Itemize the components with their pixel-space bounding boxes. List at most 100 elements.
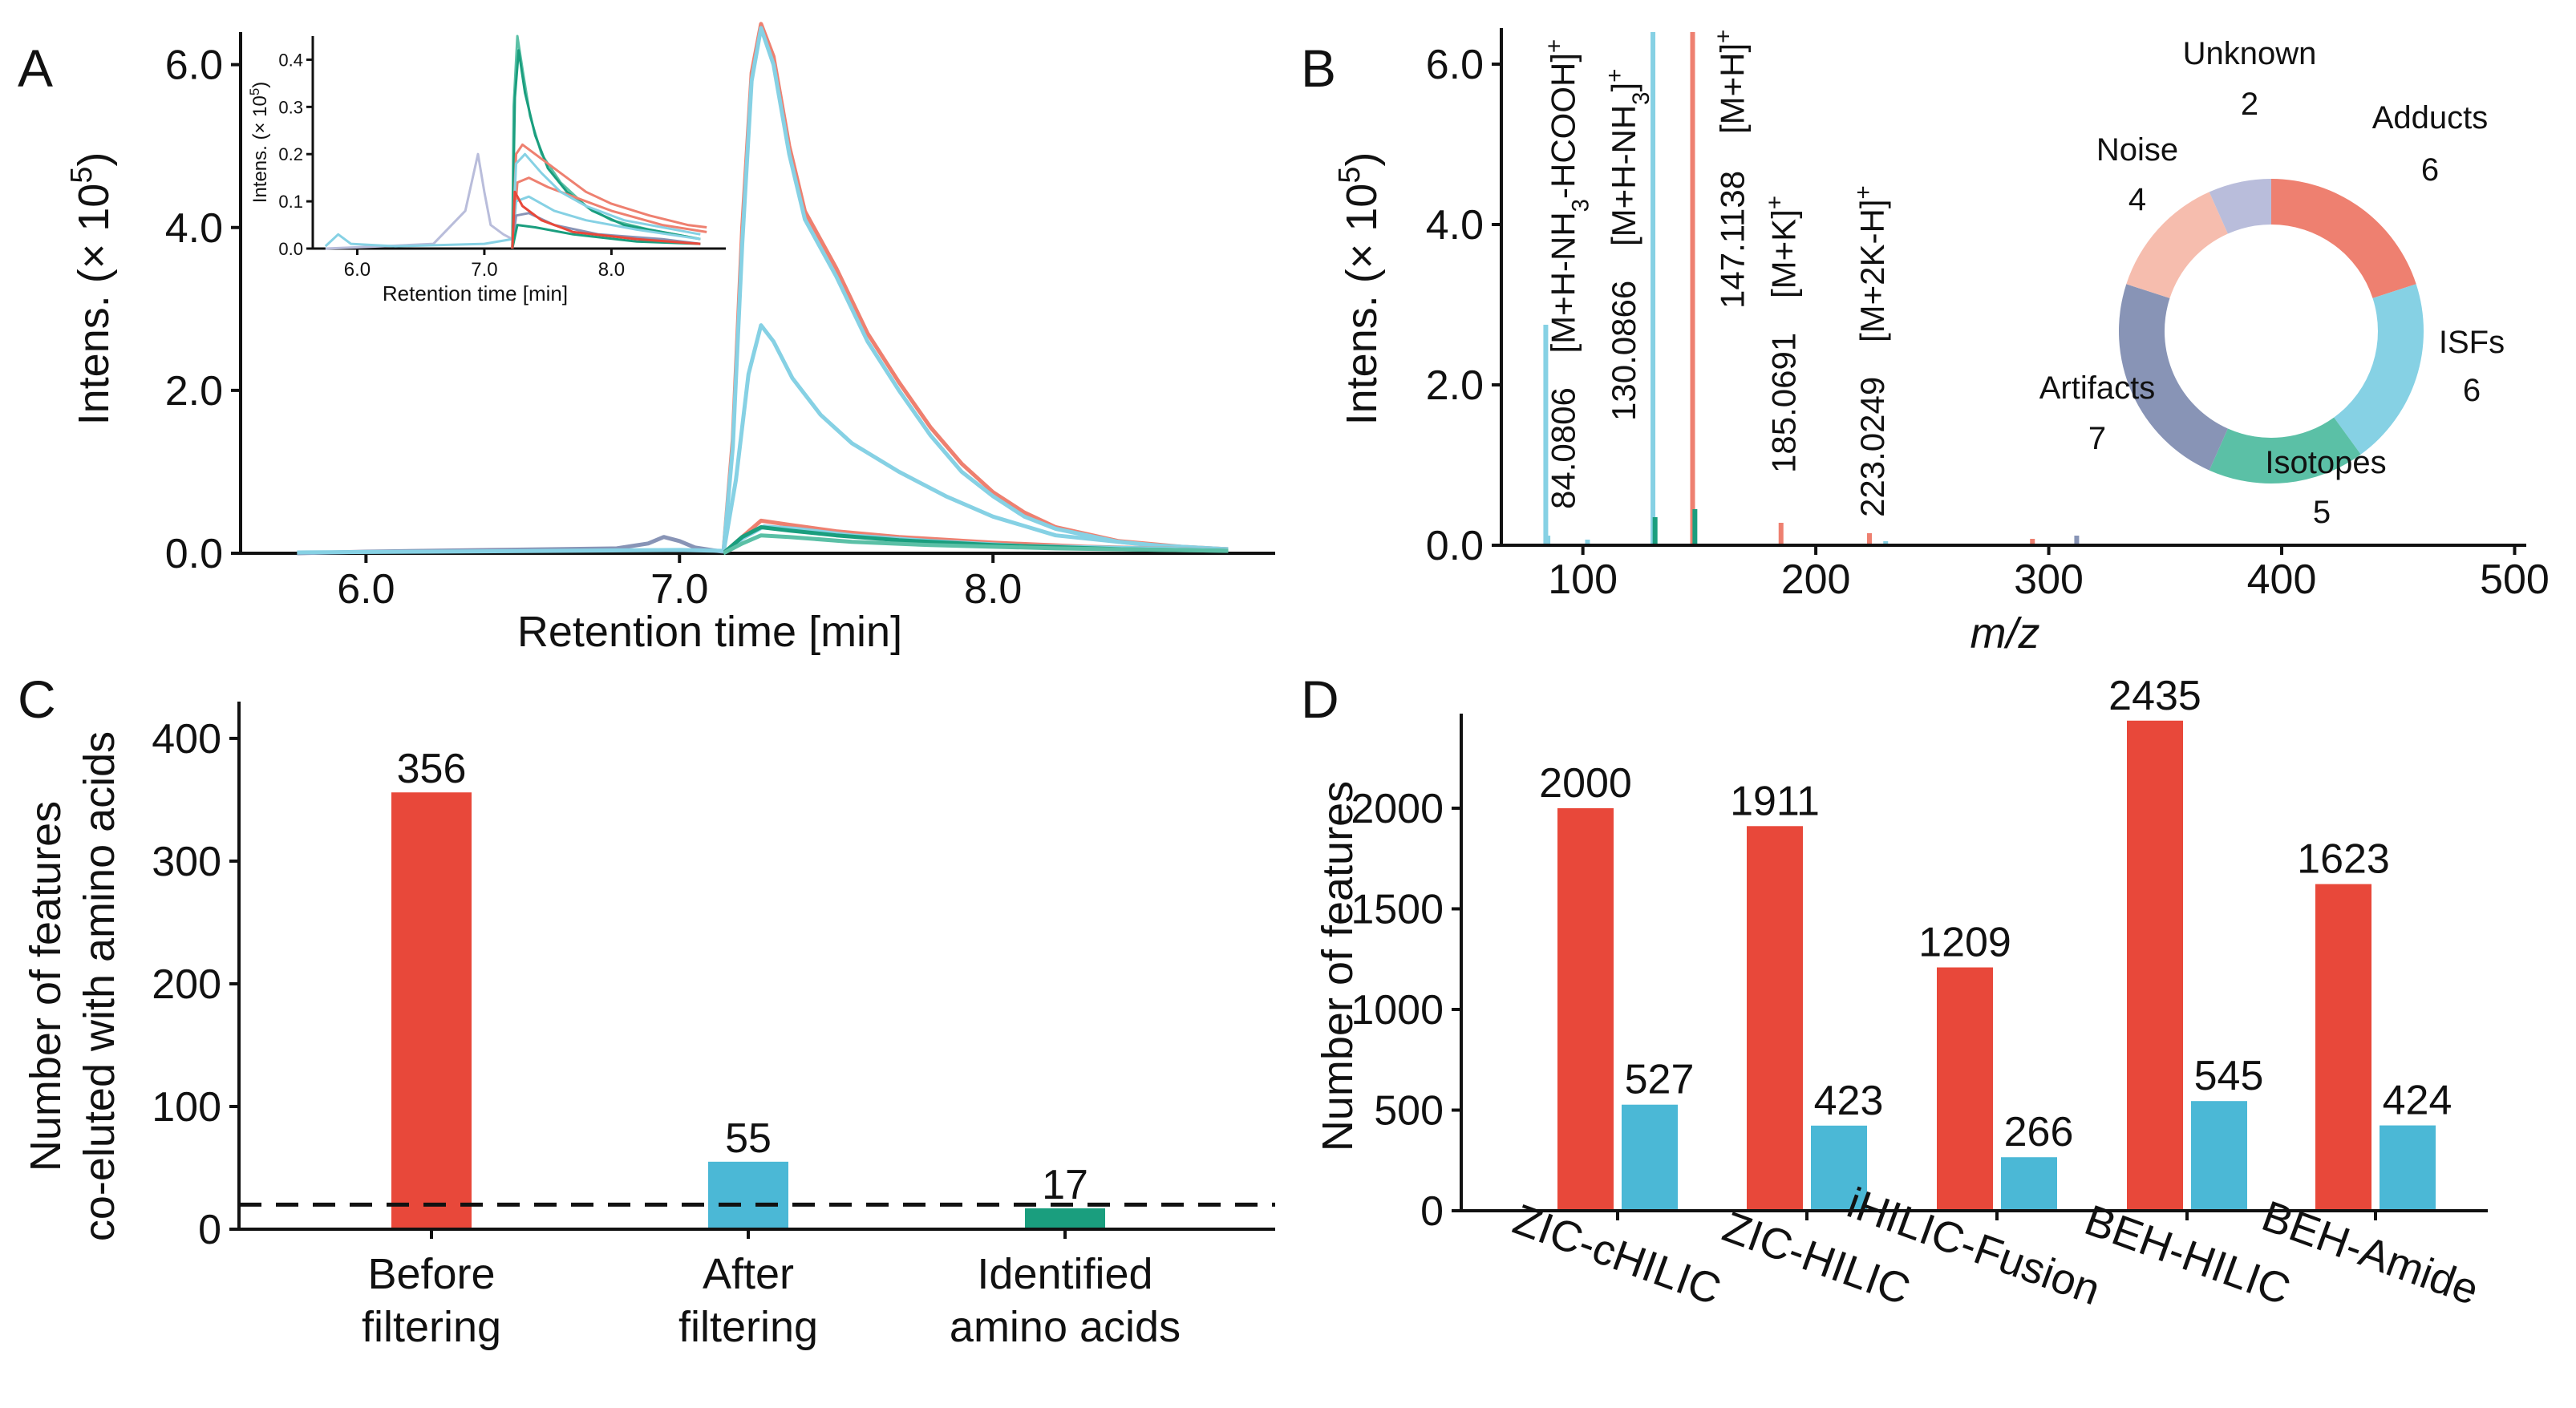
a-inset-series-line xyxy=(511,195,701,249)
b-x-tick-label: 100 xyxy=(1548,556,1618,603)
d-bar-red xyxy=(2127,720,2183,1211)
b-donut-label: Artifacts xyxy=(2039,370,2155,406)
c-bar xyxy=(708,1161,788,1229)
b-peak-mass-label: 84.0806 xyxy=(1544,387,1582,509)
c-x-tick-label: filtering xyxy=(362,1303,501,1351)
b-x-tick-label: 300 xyxy=(2014,556,2084,603)
a-series-line xyxy=(721,323,1229,554)
d-y-tick-label: 500 xyxy=(1374,1087,1444,1134)
panel-b-mass-spectrum: 0.0 2.0 4.0 6.0 100 200 300 400 500 m/z Intens. (×… xyxy=(1333,28,2550,657)
a-inset-series-line xyxy=(511,143,707,249)
b-donut-label: Noise xyxy=(2096,132,2178,168)
a-inset-x-tick-label: 6.0 xyxy=(344,259,371,281)
a-inset-series-line xyxy=(511,224,701,249)
b-peak-ion-label: [M+2K-H]+ xyxy=(1849,185,1891,342)
d-bar-value-label: 2435 xyxy=(2108,673,2201,719)
b-donut-slice-isfs xyxy=(2334,284,2424,455)
panel-a-chromatogram: 0.0 2.0 4.0 6.0 6.0 7.0 8.0 Retention time [min… xyxy=(65,22,1275,656)
b-donut-value: 6 xyxy=(2463,373,2481,408)
a-inset-y-tick-label: 0.2 xyxy=(278,144,303,164)
a-inset-series-line xyxy=(511,190,701,249)
a-series-line xyxy=(722,533,1229,556)
b-donut-value: 7 xyxy=(2088,421,2106,456)
b-donut-slice-artifacts xyxy=(2119,284,2228,471)
a-inset-y-tick-label: 0.4 xyxy=(278,50,303,70)
b-donut-label: ISFs xyxy=(2439,325,2505,360)
b-y-axis-title: Intens. (× 105) xyxy=(1333,152,1386,426)
a-y-tick-label: 6.0 xyxy=(165,42,223,89)
b-x-tick-label: 500 xyxy=(2480,556,2550,603)
panel-label-c: C xyxy=(18,670,56,729)
d-bar-value-label: 423 xyxy=(1814,1078,1884,1124)
c-y-axis-title-line2: co-eluted with amino acids xyxy=(75,731,124,1241)
c-y-tick-label: 100 xyxy=(152,1084,221,1131)
b-donut-slice-unknown xyxy=(2209,179,2271,234)
c-y-axis-title-line1: Number of features xyxy=(22,801,70,1171)
a-y-tick-label: 0.0 xyxy=(165,531,223,577)
d-bar-blue xyxy=(2380,1125,2436,1211)
a-inset-series-line xyxy=(511,152,701,249)
a-series-line xyxy=(297,548,724,555)
d-bar-red xyxy=(1747,826,1803,1211)
d-bar-value-label: 1911 xyxy=(1730,778,1820,824)
b-peak-mass-label: 130.0866 xyxy=(1605,281,1642,421)
a-inset-y-axis-title: Intens. (× 105) xyxy=(247,82,272,203)
c-bar-value-label: 356 xyxy=(397,746,467,792)
c-bar-value-label: 55 xyxy=(725,1115,772,1162)
a-inset-x-tick-label: 8.0 xyxy=(598,259,625,281)
b-donut-label: Unknown xyxy=(2183,36,2317,71)
b-x-tick-label: 400 xyxy=(2247,556,2317,603)
b-donut-value: 4 xyxy=(2128,182,2146,217)
c-bar xyxy=(1025,1208,1105,1229)
d-y-tick-label: 2000 xyxy=(1351,786,1444,832)
d-bar-value-label: 266 xyxy=(2004,1109,2074,1155)
b-donut-value: 6 xyxy=(2421,152,2439,188)
b-y-tick-label: 0.0 xyxy=(1426,523,1484,569)
a-inset-x-axis-title: Retention time [min] xyxy=(383,281,568,305)
a-inset-y-tick-label: 0.1 xyxy=(278,192,303,212)
b-peak-mass-label: 223.0249 xyxy=(1853,377,1891,517)
a-inset-y-tick-label: 0.0 xyxy=(278,239,303,259)
a-series-line xyxy=(721,26,1229,554)
c-y-tick-label: 200 xyxy=(152,961,221,1008)
c-bar-value-label: 17 xyxy=(1042,1162,1088,1208)
c-y-tick-label: 0 xyxy=(198,1207,221,1253)
b-donut-label: Isotopes xyxy=(2265,445,2386,480)
panel-label-d: D xyxy=(1301,670,1339,729)
d-bar-value-label: 545 xyxy=(2194,1053,2264,1099)
b-donut-slice-adducts xyxy=(2271,179,2416,298)
c-x-tick-label: After xyxy=(703,1250,794,1298)
d-y-axis-title: Number of features xyxy=(1314,781,1362,1151)
b-peak-ion-label: [M+H-NH3-HCOOH]+ xyxy=(1541,39,1594,354)
panel-c-bar-chart: 356 55 17 0 100 200 300 400 Before filtering After… xyxy=(22,702,1275,1351)
b-peak-mass-label: 185.0691 xyxy=(1765,333,1803,473)
d-y-tick-label: 0 xyxy=(1420,1188,1444,1235)
b-donut-slice-noise xyxy=(2126,192,2228,298)
b-x-axis-title: m/z xyxy=(1970,609,2040,657)
b-donut-value: 5 xyxy=(2313,495,2331,530)
b-donut-value: 2 xyxy=(2241,87,2258,122)
a-inset-x-tick-label: 7.0 xyxy=(471,259,497,281)
panel-label-b: B xyxy=(1301,38,1336,98)
b-donut-label: Adducts xyxy=(2372,100,2489,136)
d-bar-blue xyxy=(2001,1157,2057,1211)
b-peak-ion-label: [M+H]+ xyxy=(1710,30,1752,134)
a-x-tick-label: 8.0 xyxy=(964,566,1022,613)
c-y-tick-label: 300 xyxy=(152,839,221,885)
c-y-tick-label: 400 xyxy=(152,716,221,763)
b-peak-ion-label: [M+H-NH3]+ xyxy=(1602,69,1655,246)
d-bar-value-label: 1623 xyxy=(2297,836,2390,883)
b-y-tick-label: 2.0 xyxy=(1426,362,1484,409)
d-bar-value-label: 2000 xyxy=(1539,760,1632,807)
b-y-tick-label: 4.0 xyxy=(1426,202,1484,249)
a-inset-series-line xyxy=(324,233,513,248)
d-y-tick-label: 1000 xyxy=(1351,987,1444,1034)
d-y-tick-label: 1500 xyxy=(1351,886,1444,933)
a-y-tick-label: 2.0 xyxy=(165,368,223,415)
d-bar-value-label: 424 xyxy=(2383,1078,2452,1124)
c-x-tick-label: filtering xyxy=(678,1303,818,1351)
b-peak-ion-label: [M+K]+ xyxy=(1761,196,1803,298)
b-donut-slice-isotopes xyxy=(2209,417,2361,484)
a-inset-series-line xyxy=(511,49,701,249)
a-y-tick-label: 4.0 xyxy=(165,205,223,252)
